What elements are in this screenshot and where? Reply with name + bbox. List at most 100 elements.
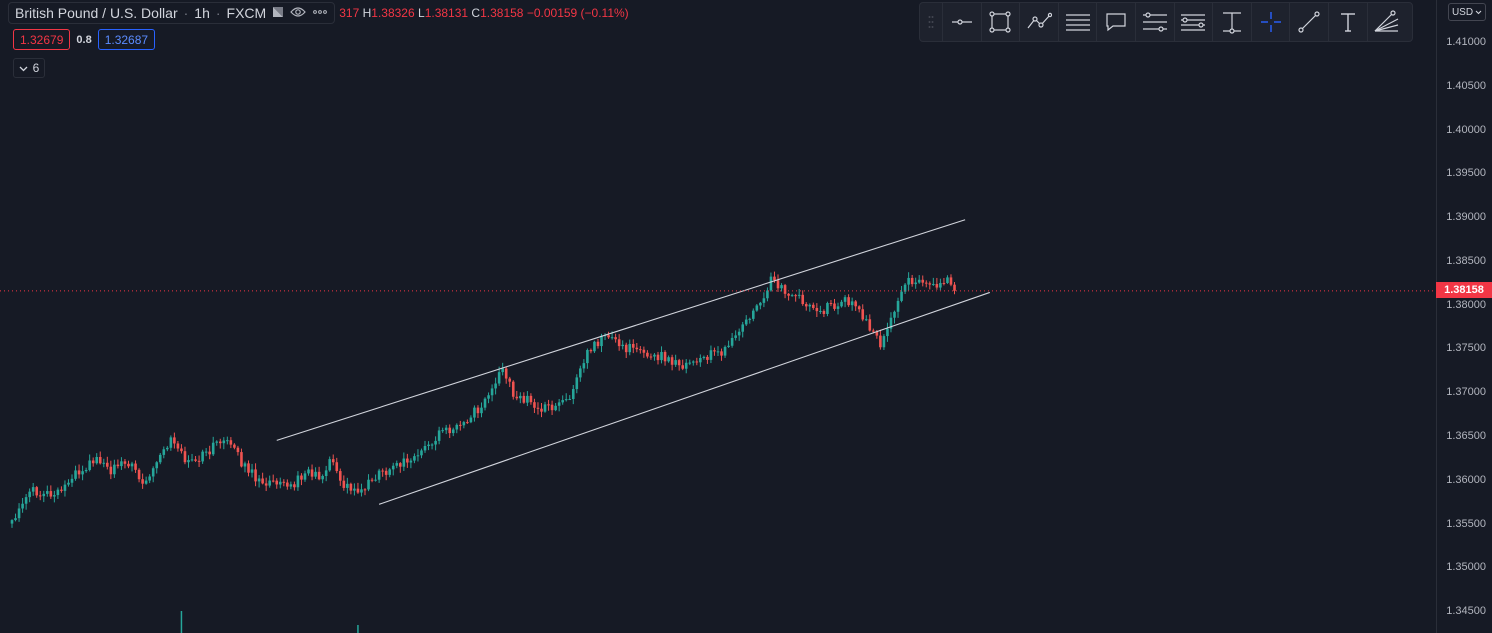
candle — [423, 440, 427, 453]
candle — [656, 351, 660, 365]
eye-icon[interactable] — [290, 6, 307, 21]
candle-body — [455, 424, 459, 430]
candle-body — [804, 304, 808, 307]
candle-body — [483, 398, 487, 408]
trendlines[interactable] — [276, 219, 990, 505]
trendline-upper[interactable] — [276, 219, 966, 441]
candle — [289, 481, 293, 490]
candle — [317, 466, 321, 481]
candle — [187, 455, 190, 468]
candle-body — [388, 469, 392, 475]
candle-body — [187, 460, 190, 463]
price-axis[interactable]: 1.41000 1.40500 1.40000 1.39500 1.39000 1.385… — [1436, 0, 1492, 633]
candle — [338, 468, 342, 486]
candle-body — [935, 283, 939, 288]
symbol-box[interactable]: British Pound / U.S. Dollar · 1h · FXCM — [8, 2, 336, 24]
candle-body — [907, 277, 910, 285]
candle — [854, 300, 857, 311]
candle — [702, 355, 706, 360]
candle — [646, 350, 649, 359]
candle-body — [840, 301, 843, 307]
text-tool[interactable] — [1327, 3, 1367, 41]
indicators-toggle[interactable]: 6 — [13, 58, 45, 78]
candle — [483, 397, 487, 411]
buy-button[interactable]: 1.32687 — [97, 29, 156, 50]
candle-body — [437, 430, 441, 441]
candle — [208, 445, 211, 460]
parallel-lines-tool[interactable] — [1057, 3, 1097, 41]
candle-body — [469, 417, 473, 423]
candle — [593, 340, 596, 353]
candle-body — [17, 508, 21, 519]
drag-handle-icon[interactable] — [920, 15, 942, 29]
candle-body — [180, 448, 183, 452]
trend-line-tool[interactable] — [1289, 3, 1328, 41]
candle — [910, 274, 914, 287]
candle — [116, 459, 120, 469]
candle-body — [660, 351, 663, 361]
candle-body — [63, 484, 67, 491]
candle-body — [755, 305, 759, 311]
candle-body — [543, 404, 547, 412]
candle-body — [910, 277, 914, 285]
candle — [857, 305, 861, 313]
candle — [780, 283, 783, 292]
fib-fan-tool[interactable] — [1366, 3, 1406, 41]
price-tick-label: 1.36500 — [1446, 430, 1486, 442]
candle-body — [953, 284, 956, 291]
crosshair-tool[interactable] — [1250, 3, 1290, 41]
candle-body — [38, 495, 42, 497]
candle — [946, 275, 949, 284]
candle — [691, 360, 695, 366]
callout-tool[interactable] — [1096, 3, 1135, 41]
close-key: C — [471, 6, 481, 20]
candle-body — [610, 337, 614, 339]
candle — [716, 346, 720, 357]
candle-body — [861, 309, 865, 320]
candle-body — [790, 295, 794, 297]
candle-body — [473, 407, 476, 418]
price-range-tool[interactable] — [1212, 3, 1251, 41]
candle — [264, 477, 268, 492]
candle — [526, 391, 529, 407]
fib-channel-tool[interactable] — [1173, 3, 1213, 41]
candle-body — [741, 324, 745, 332]
candle-body — [391, 465, 395, 470]
interval-label[interactable]: 1h — [194, 5, 210, 21]
candle-body — [106, 462, 109, 467]
symbol-name[interactable]: British Pound / U.S. Dollar — [15, 5, 178, 21]
candle-body — [335, 462, 339, 472]
candle-body — [137, 469, 141, 480]
candle — [921, 275, 925, 287]
candle-body — [773, 276, 776, 281]
more-options-icon[interactable] — [312, 6, 328, 21]
trendline-lower[interactable] — [378, 291, 990, 505]
candle — [56, 487, 60, 499]
horizontal-ray-tool[interactable] — [942, 3, 981, 41]
currency-selector[interactable]: USD — [1448, 3, 1486, 21]
path-tool[interactable] — [1019, 3, 1058, 41]
candle — [331, 454, 335, 466]
candle-body — [801, 294, 805, 305]
candle-body — [691, 361, 695, 363]
price-chart[interactable] — [0, 0, 1436, 633]
candle-body — [857, 306, 861, 310]
exchange-label: FXCM — [226, 5, 267, 21]
candle-body — [494, 383, 497, 389]
candle — [914, 277, 917, 289]
candle — [310, 464, 314, 481]
fib-levels-tool[interactable] — [1134, 3, 1174, 41]
candle-body — [328, 459, 331, 471]
candle-body — [914, 282, 917, 285]
candle-body — [893, 311, 896, 318]
rectangle-tool[interactable] — [980, 3, 1020, 41]
candle-body — [501, 368, 504, 373]
candle — [568, 395, 572, 401]
candle — [508, 376, 512, 388]
chart-area[interactable] — [0, 0, 1436, 633]
sell-button[interactable]: 1.32679 — [13, 29, 71, 50]
chart-legend: British Pound / U.S. Dollar · 1h · FXCM … — [8, 2, 629, 24]
candle-body — [674, 360, 677, 365]
flag-icon[interactable] — [272, 6, 284, 21]
candle — [377, 468, 381, 483]
